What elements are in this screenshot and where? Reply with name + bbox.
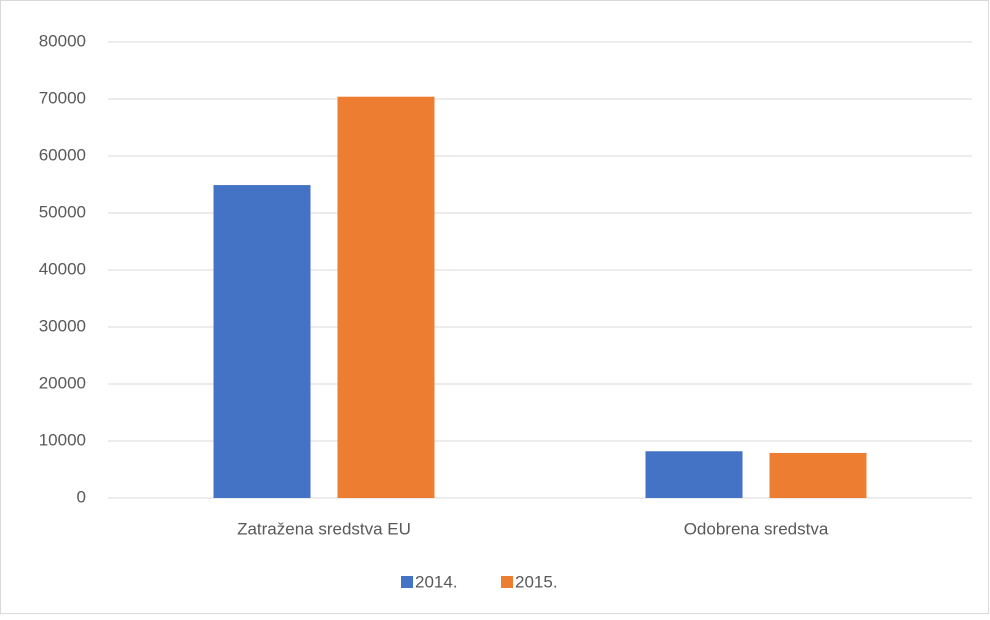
- bar: [337, 96, 435, 498]
- y-tick-label: 0: [77, 487, 86, 506]
- bar: [213, 185, 311, 498]
- y-tick-label: 20000: [39, 373, 86, 392]
- x-tick-label: Zatražena sredstva EU: [237, 519, 411, 538]
- y-tick-label: 80000: [39, 31, 86, 50]
- bar: [645, 451, 743, 498]
- legend-swatch: [401, 576, 413, 588]
- y-tick-label: 40000: [39, 259, 86, 278]
- y-tick-label: 30000: [39, 316, 86, 335]
- y-tick-label: 10000: [39, 430, 86, 449]
- x-tick-label: Odobrena sredstva: [684, 519, 829, 538]
- legend-label: 2015.: [515, 572, 558, 591]
- y-tick-label: 60000: [39, 145, 86, 164]
- y-tick-label: 50000: [39, 202, 86, 221]
- legend-label: 2014.: [415, 572, 458, 591]
- y-tick-label: 70000: [39, 88, 86, 107]
- legend-swatch: [501, 576, 513, 588]
- bar: [769, 452, 867, 498]
